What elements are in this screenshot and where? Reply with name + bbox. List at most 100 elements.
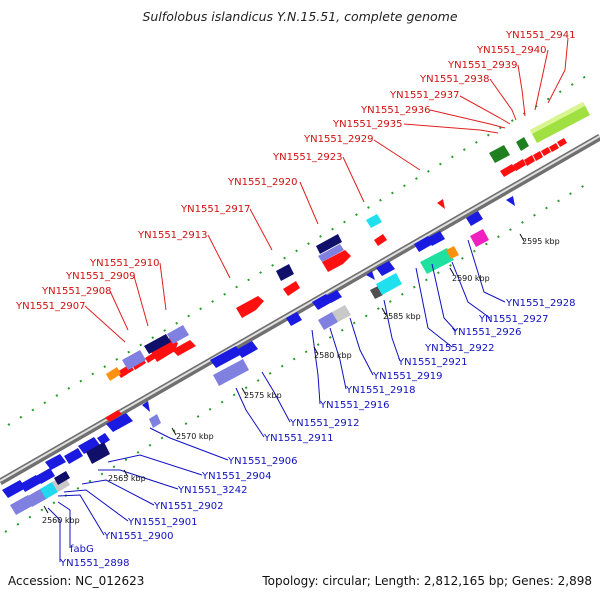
rna-green[interactable] xyxy=(489,145,510,163)
gene-navy[interactable] xyxy=(316,234,342,254)
rna-lightgreen[interactable] xyxy=(530,102,590,143)
guide-line-inner xyxy=(4,181,591,533)
gene-orange[interactable] xyxy=(106,367,121,381)
gene-label[interactable]: YN1551_3242 xyxy=(177,485,248,496)
gene-label[interactable]: YN1551_2907 xyxy=(15,301,86,312)
gene-forward[interactable] xyxy=(437,199,445,209)
gene-navy[interactable] xyxy=(276,264,294,281)
gene-label[interactable]: YN1551_2927 xyxy=(478,314,549,325)
gene-label[interactable]: YN1551_2912 xyxy=(289,418,360,429)
gene-label[interactable]: YN1551_2920 xyxy=(227,177,298,188)
scale-tick-label: 2580 kbp xyxy=(314,351,352,360)
gene-label[interactable]: YN1551_2922 xyxy=(424,343,495,354)
gene-label[interactable]: YN1551_2926 xyxy=(451,327,522,338)
gene-label[interactable]: YN1551_2936 xyxy=(360,105,431,116)
gene-forward[interactable] xyxy=(513,159,526,171)
gene-lavender[interactable] xyxy=(149,414,161,428)
gene-forward[interactable] xyxy=(283,281,300,296)
gene-cyan[interactable] xyxy=(40,482,58,499)
gene-label[interactable]: YN1551_2935 xyxy=(332,119,403,130)
gene-reverse[interactable] xyxy=(2,480,26,498)
gene-forward[interactable] xyxy=(105,410,122,422)
gene-label[interactable]: YN1551_2911 xyxy=(263,433,334,444)
gene-label[interactable]: YN1551_2910 xyxy=(89,258,160,269)
gene-label[interactable]: YN1551_2901 xyxy=(127,517,198,528)
gene-reverse[interactable] xyxy=(36,468,55,484)
gene-forward[interactable] xyxy=(541,147,551,156)
gene-label[interactable]: YN1551_2898 xyxy=(59,558,130,569)
gene-reverse[interactable] xyxy=(45,454,66,470)
gene-forward[interactable] xyxy=(500,164,516,177)
gene-reverse[interactable] xyxy=(236,341,258,358)
gene-forward[interactable] xyxy=(236,296,264,318)
gene-teal[interactable] xyxy=(420,248,454,274)
gene-label[interactable]: YN1551_2929 xyxy=(303,134,374,145)
gene-orange[interactable] xyxy=(446,246,459,259)
gene-reverse[interactable] xyxy=(20,475,41,492)
gene-navy[interactable] xyxy=(86,442,110,464)
gene-label[interactable]: YN1551_2916 xyxy=(319,400,390,411)
gene-lavender[interactable] xyxy=(318,312,338,330)
dotted-guides xyxy=(4,74,591,533)
scale-tick-label: 2590 kbp xyxy=(452,274,490,283)
gene-label[interactable]: YN1551_2921 xyxy=(397,357,468,368)
gene-label[interactable]: YN1551_2928 xyxy=(505,298,576,309)
gene-forward[interactable] xyxy=(172,340,196,356)
gene-navy[interactable] xyxy=(54,471,70,485)
gene-label[interactable]: YN1551_2917 xyxy=(180,204,251,215)
gene-forward[interactable] xyxy=(150,338,178,362)
accession-label: Accession: NC_012623 xyxy=(8,574,145,588)
gene-reverse[interactable] xyxy=(506,196,515,206)
gene-reverse[interactable] xyxy=(326,290,342,303)
gene-reverse[interactable] xyxy=(106,413,133,432)
gene-reverse[interactable] xyxy=(64,448,83,464)
gene-label[interactable]: YN1551_2906 xyxy=(227,456,298,467)
gene-forward[interactable] xyxy=(557,138,567,147)
gene-label[interactable]: YN1551_2941 xyxy=(505,30,576,41)
gene-reverse[interactable] xyxy=(97,433,110,445)
gene-magenta[interactable] xyxy=(470,229,489,247)
gene-label[interactable]: YN1551_2902 xyxy=(153,501,224,512)
gene-label[interactable]: YN1551_2923 xyxy=(272,152,343,163)
guide-line-outer xyxy=(7,74,589,426)
gene-label[interactable]: YN1551_2909 xyxy=(65,271,136,282)
gene-forward[interactable] xyxy=(374,234,387,246)
gene-label[interactable]: YN1551_2913 xyxy=(137,230,208,241)
gene-label[interactable]: fabG xyxy=(70,544,94,555)
gene-forward[interactable] xyxy=(322,250,351,272)
gene-label[interactable]: YN1551_2918 xyxy=(345,385,416,396)
gene-label[interactable]: YN1551_2937 xyxy=(389,90,460,101)
gene-forward[interactable] xyxy=(533,151,543,161)
gene-lavender[interactable] xyxy=(213,359,249,386)
gene-forward[interactable] xyxy=(524,155,535,166)
gene-reverse[interactable] xyxy=(376,261,395,276)
gene-reverse[interactable] xyxy=(312,294,332,310)
rna-green[interactable] xyxy=(516,137,529,151)
gene-cyan[interactable] xyxy=(366,214,382,228)
gene-cyan[interactable] xyxy=(376,273,402,295)
gene-reverse[interactable] xyxy=(366,271,375,280)
gene-label[interactable]: YN1551_2940 xyxy=(476,45,547,56)
gene-grey[interactable] xyxy=(332,305,351,322)
bottom-leaders xyxy=(47,239,506,562)
gene-reverse[interactable] xyxy=(427,231,445,246)
gene-reverse[interactable] xyxy=(286,312,302,326)
gene-label[interactable]: YN1551_2904 xyxy=(201,471,272,482)
gene-lavender[interactable] xyxy=(167,325,189,344)
gene-label[interactable]: YN1551_2939 xyxy=(447,60,518,71)
gene-navy[interactable] xyxy=(144,334,171,354)
gene-label[interactable]: YN1551_2938 xyxy=(419,74,490,85)
gene-lavender[interactable] xyxy=(122,350,146,370)
gene-lavender[interactable] xyxy=(318,244,344,262)
gene-label[interactable]: YN1551_2900 xyxy=(103,531,174,542)
gene-forward[interactable] xyxy=(549,143,559,152)
scale-tick-label: 2595 kbp xyxy=(522,237,560,246)
gene-reverse[interactable] xyxy=(142,401,150,412)
gene-reverse[interactable] xyxy=(210,346,242,368)
gene-label[interactable]: YN1551_2919 xyxy=(372,371,443,382)
gene-reverse[interactable] xyxy=(78,437,100,454)
gene-label[interactable]: YN1551_2908 xyxy=(41,286,112,297)
gene-reverse[interactable] xyxy=(466,211,483,226)
scale-ticks xyxy=(43,233,525,514)
